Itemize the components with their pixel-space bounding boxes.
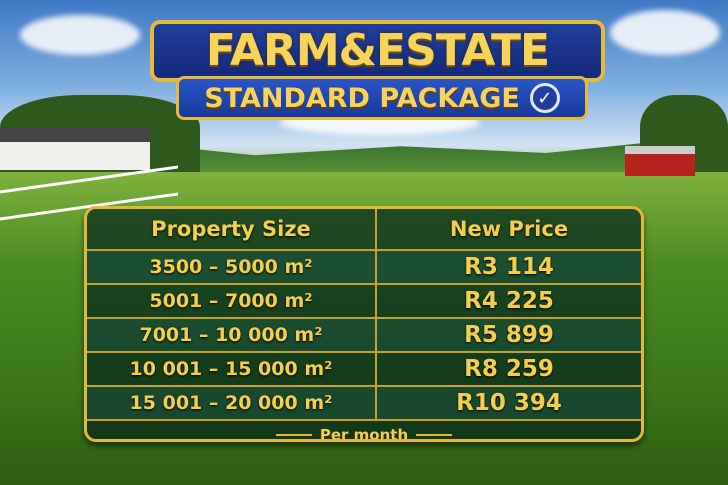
table-row: 5001 – 7000 m² R4 225 [87, 285, 641, 319]
price-cell: R10 394 [456, 390, 562, 416]
header-new-price: New Price [449, 217, 569, 241]
table-row: 7001 – 10 000 m² R5 899 [87, 319, 641, 353]
size-cell: 15 001 – 20 000 m² [87, 387, 377, 419]
size-cell: 5001 – 7000 m² [87, 285, 377, 317]
check-circle-icon: ✓ [529, 83, 560, 113]
cloud [610, 10, 720, 55]
divider [416, 434, 453, 436]
price-cell: R8 259 [464, 356, 554, 382]
table-row: 10 001 – 15 000 m² R8 259 [87, 353, 641, 387]
size-cell: 3500 – 5000 m² [87, 251, 377, 283]
table-row: 3500 – 5000 m² R3 114 [87, 251, 641, 285]
farmhouse [0, 128, 150, 170]
header-property-size: Property Size [87, 209, 377, 249]
subtitle-ribbon: STANDARD PACKAGE ✓ [176, 76, 588, 120]
title-banner: FARM&ESTATE [150, 20, 605, 82]
size-cell: 10 001 – 15 000 m² [87, 353, 377, 385]
cloud [20, 15, 140, 55]
red-barn [625, 146, 695, 176]
per-month-label: Per month [319, 426, 409, 442]
table-header: Property Size New Price [87, 209, 641, 251]
price-table: Property Size New Price 3500 – 5000 m² R… [84, 206, 644, 442]
price-cell: R5 899 [464, 322, 554, 348]
table-row: 15 001 – 20 000 m² R10 394 [87, 387, 641, 421]
table-footer: Per month [87, 421, 641, 442]
size-cell: 7001 – 10 000 m² [87, 319, 377, 351]
divider [275, 434, 312, 436]
price-cell: R4 225 [464, 288, 554, 314]
title: FARM&ESTATE [205, 25, 550, 76]
subtitle: STANDARD PACKAGE [204, 82, 520, 114]
price-cell: R3 114 [464, 254, 554, 280]
